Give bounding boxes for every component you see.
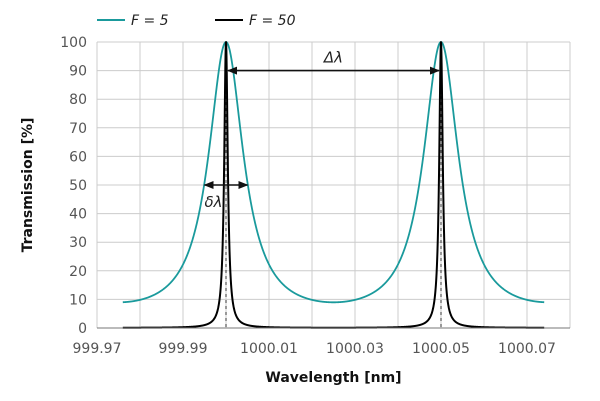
y-axis-tick-labels: 0 10 20 30 40 50 60 70 80 90 100 (60, 35, 87, 337)
x-axis-tick-labels: 999.97 999.99 1000.01 1000.03 1000.05 1000.07 (73, 341, 556, 357)
legend-label-f50: F = 50 (249, 13, 296, 29)
y-tick-label: 100 (60, 35, 87, 51)
x-axis-title: Wavelength [nm] (265, 370, 401, 386)
y-tick-label: 40 (69, 207, 87, 223)
y-tick-label: 10 (69, 292, 87, 308)
x-tick-label: 999.99 (159, 341, 208, 357)
y-tick-label: 60 (69, 149, 87, 165)
y-axis-title: Transmission [%] (20, 118, 36, 253)
fsr-label: Δλ (323, 49, 343, 67)
y-tick-label: 90 (69, 64, 87, 80)
legend-label-f5: F = 5 (131, 13, 169, 29)
fwhm-label: δλ (204, 193, 222, 211)
y-tick-label: 30 (69, 235, 87, 251)
x-tick-label: 1000.05 (412, 341, 470, 357)
x-tick-label: 1000.01 (240, 341, 298, 357)
y-tick-label: 0 (78, 321, 87, 337)
y-tick-label: 20 (69, 264, 87, 280)
series-line-f5 (122, 41, 545, 304)
x-tick-label: 1000.07 (498, 341, 556, 357)
annotations: Δλ δλ (203, 49, 440, 211)
y-tick-label: 80 (69, 92, 87, 108)
horizontal-gridlines (97, 41, 570, 300)
legend: F = 5 F = 50 (97, 13, 296, 29)
x-tick-label: 999.97 (73, 341, 122, 357)
y-tick-label: 70 (69, 121, 87, 137)
y-tick-label: 50 (69, 178, 87, 194)
x-tick-label: 1000.03 (326, 341, 384, 357)
